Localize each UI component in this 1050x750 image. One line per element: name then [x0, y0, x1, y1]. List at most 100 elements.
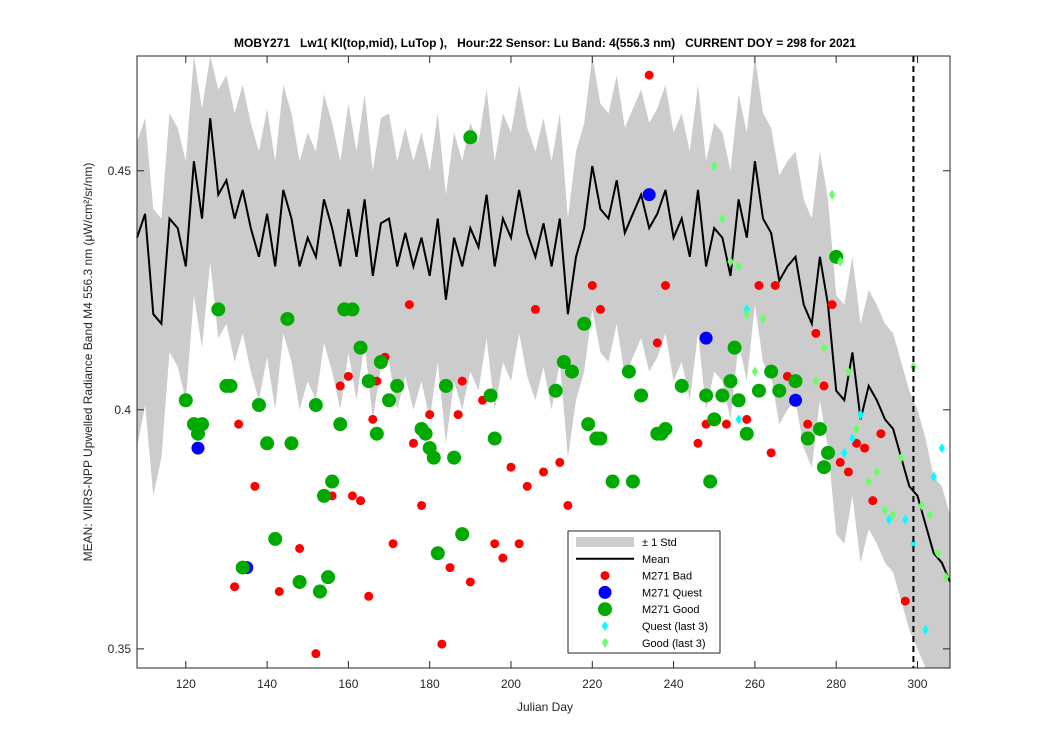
good-point: [621, 364, 636, 379]
x-tick-label: 120: [176, 677, 196, 691]
good_last3-point: [735, 261, 742, 272]
quest_last3-point: [841, 447, 848, 458]
y-tick-label: 0.45: [108, 164, 132, 178]
bad-point: [388, 539, 398, 549]
good-point: [195, 417, 210, 432]
good-point: [739, 426, 754, 441]
bad-point: [356, 496, 366, 506]
legend-swatch-good_last3: [601, 637, 609, 648]
good-point: [577, 316, 592, 331]
bad-point: [506, 462, 516, 472]
good-point: [715, 388, 730, 403]
good-point: [812, 421, 827, 436]
good-point: [548, 383, 563, 398]
bad-point: [852, 438, 862, 448]
bad-point: [311, 649, 321, 659]
bad-point: [660, 281, 670, 290]
good_last3-point: [820, 342, 828, 353]
bad-point: [539, 467, 548, 477]
legend-label-good_last3: Good (last 3): [642, 638, 706, 650]
bad-point: [742, 414, 752, 424]
good-point: [369, 426, 384, 441]
x-tick-label: 260: [745, 677, 765, 691]
quest_last3-point: [857, 409, 864, 420]
good-point: [455, 527, 470, 542]
legend-swatch-bad: [600, 571, 610, 581]
good-point: [251, 398, 266, 413]
quest_last3-point: [902, 514, 909, 525]
series-quest_last3: [735, 304, 946, 635]
bad-point: [522, 481, 532, 491]
good-point: [703, 474, 718, 489]
good-point: [605, 474, 620, 489]
bad-point: [457, 376, 467, 386]
bad-point: [835, 457, 845, 467]
good-point: [292, 574, 307, 589]
good_last3-point: [853, 423, 860, 434]
good-point: [426, 450, 441, 465]
x-tick-label: 240: [664, 677, 684, 691]
good_last3-point: [828, 189, 836, 200]
chart-title: MOBY271 Lw1( Kl(top,mid), LuTop ), Hour:…: [234, 36, 856, 50]
bad-point: [827, 300, 837, 310]
good-point: [447, 450, 462, 465]
good_last3-point: [743, 309, 750, 320]
good-point: [345, 302, 360, 317]
good-point: [487, 431, 502, 446]
quest_last3-point: [930, 471, 937, 482]
quest_last3-point: [922, 624, 929, 635]
bad-point: [437, 639, 447, 649]
good_last3-point: [898, 452, 905, 463]
bad-point: [811, 328, 821, 338]
legend-label-quest_last3: Quest (last 3): [642, 621, 708, 633]
good_last3-point: [751, 366, 759, 377]
good_last3-point: [942, 572, 950, 583]
bad-point: [490, 539, 500, 549]
good-point: [658, 421, 673, 436]
good_last3-point: [759, 313, 767, 324]
good-point: [361, 374, 376, 389]
quest_last3-point: [910, 538, 917, 549]
quest-point: [642, 188, 656, 202]
bad-point: [347, 491, 357, 501]
bad-point: [587, 281, 597, 290]
good-point: [699, 388, 714, 403]
plot-frame: [136, 55, 951, 669]
good-point: [772, 383, 787, 398]
quest_last3-point: [735, 414, 742, 425]
series-bad: [230, 70, 910, 659]
good-point: [308, 398, 323, 413]
good_last3-point: [719, 213, 726, 224]
x-tick-label: 220: [582, 677, 602, 691]
good-point: [463, 130, 478, 145]
quest-point: [789, 393, 803, 407]
legend-label-band: ± 1 Std: [642, 537, 677, 549]
bad-point: [868, 496, 878, 506]
bad-point: [425, 410, 435, 420]
legend-swatch-good: [598, 602, 612, 617]
good-point: [731, 393, 746, 408]
good-point: [483, 388, 498, 403]
good-point: [316, 488, 331, 503]
bad-point: [876, 429, 886, 439]
bad-point: [404, 300, 414, 310]
bad-point: [295, 543, 305, 553]
good-point: [223, 378, 238, 393]
good-point: [625, 474, 640, 489]
good_last3-point: [934, 548, 942, 559]
good-point: [751, 383, 766, 398]
good-point: [438, 378, 453, 393]
x-tick-label: 160: [338, 677, 358, 691]
bad-point: [408, 438, 418, 448]
good-point: [418, 426, 433, 441]
good_last3-point: [711, 160, 718, 171]
legend-swatch-band: [576, 537, 634, 547]
bad-point: [766, 448, 776, 458]
good-point: [556, 355, 571, 369]
bad-point: [563, 500, 573, 510]
good-point: [816, 460, 831, 475]
mean-line: [136, 118, 951, 583]
bad-point: [250, 481, 260, 491]
bad-point: [754, 281, 764, 290]
bad-point: [368, 414, 378, 424]
